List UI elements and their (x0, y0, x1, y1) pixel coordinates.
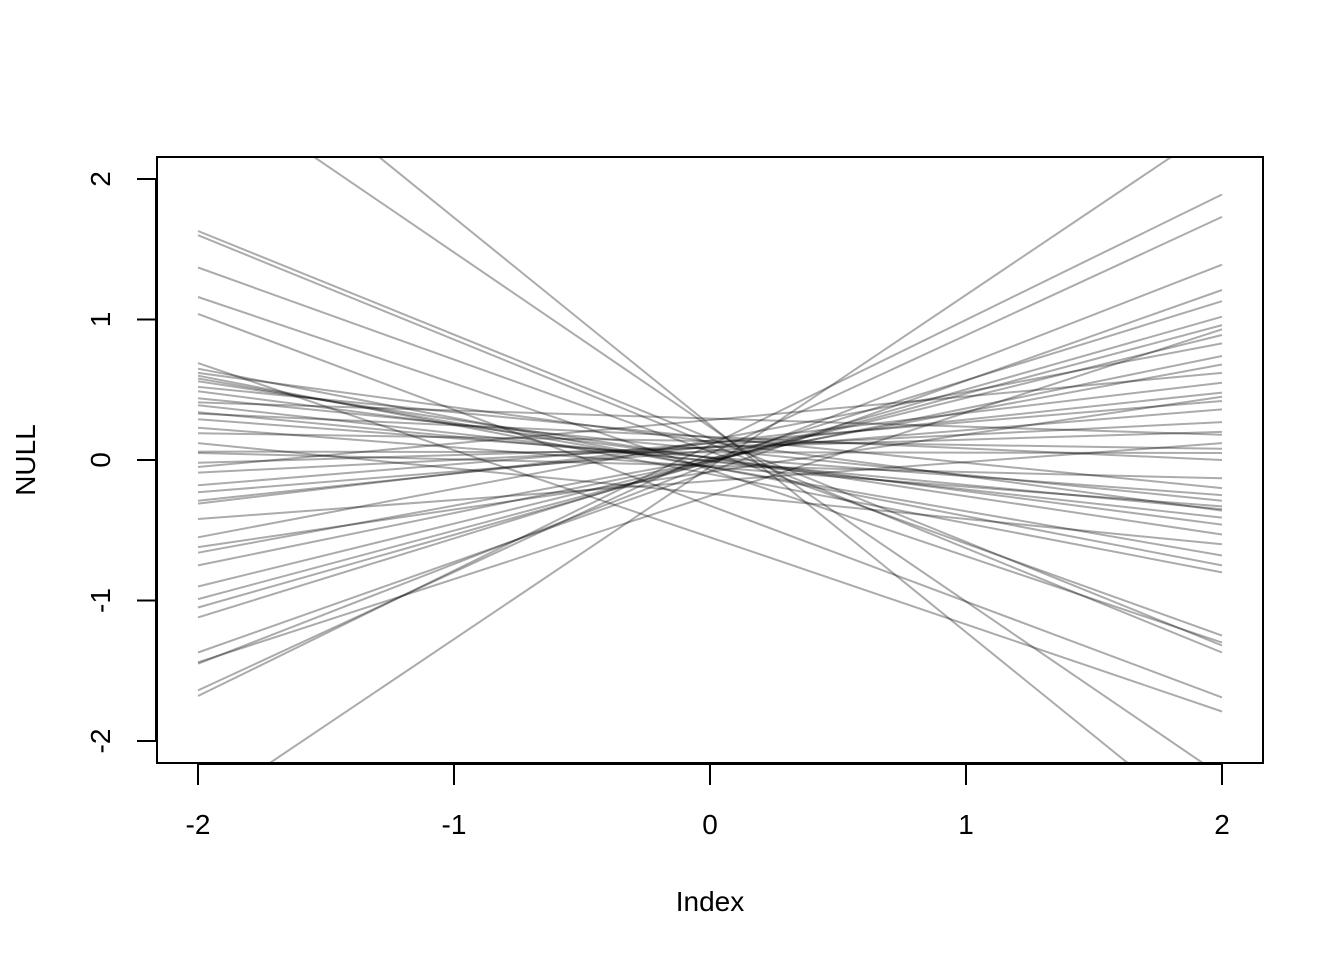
series-line-18 (197, 418, 1223, 497)
series-line-25 (197, 400, 1223, 487)
series-line-46 (197, 385, 1223, 490)
x-tick-label: 0 (702, 809, 718, 840)
series-lines-group (197, 157, 1223, 763)
series-line-45 (197, 371, 1223, 468)
x-axis-label: Index (676, 886, 745, 917)
series-line-8 (197, 362, 1223, 713)
series-line-23 (197, 430, 1223, 464)
series-line-30 (197, 363, 1223, 554)
y-tick-label: 0 (85, 452, 116, 468)
series-line-24 (197, 421, 1223, 474)
series-line-14 (197, 390, 1223, 526)
series-line-27 (197, 391, 1223, 502)
series-line-37 (197, 328, 1223, 664)
series-line-1 (377, 157, 1130, 763)
series-line-38 (197, 263, 1223, 665)
series-line-22 (197, 452, 1223, 480)
series-line-11 (197, 374, 1223, 574)
series-line-28 (197, 381, 1223, 505)
y-tick-label: 1 (85, 312, 116, 328)
series-line-2 (312, 157, 1205, 763)
series-line-36 (197, 289, 1223, 654)
series-line-29 (197, 395, 1223, 549)
series-line-40 (197, 193, 1223, 697)
x-axis: -2 -1 0 1 2 (186, 763, 1230, 840)
series-line-17 (197, 411, 1223, 511)
series-line-47 (197, 342, 1223, 539)
y-axis-label: NULL (10, 424, 41, 496)
series-line-4 (197, 234, 1223, 654)
x-tick-label: 1 (958, 809, 974, 840)
series-line-31 (197, 355, 1223, 567)
series-line-44 (197, 442, 1223, 546)
series-line-12 (197, 377, 1223, 557)
y-tick-label: -1 (85, 588, 116, 613)
series-line-41 (268, 157, 1173, 763)
series-line-9 (197, 367, 1223, 567)
series-line-34 (197, 315, 1223, 609)
series-line-35 (197, 300, 1223, 619)
series-line-13 (197, 380, 1223, 536)
x-tick-label: -2 (186, 809, 211, 840)
series-line-48 (197, 401, 1223, 436)
series-line-3 (197, 230, 1223, 647)
series-line-39 (197, 215, 1223, 692)
series-line-43 (197, 412, 1223, 461)
series-line-42 (197, 442, 1223, 520)
y-axis: -2 -1 0 1 2 (85, 171, 157, 753)
series-line-33 (197, 324, 1223, 601)
series-line-16 (197, 404, 1223, 519)
x-tick-label: -1 (442, 809, 467, 840)
x-tick-label: 2 (1214, 809, 1230, 840)
y-tick-label: 2 (85, 171, 116, 187)
series-line-21 (197, 450, 1223, 454)
y-tick-label: -2 (85, 729, 116, 754)
series-line-32 (197, 334, 1223, 588)
series-line-26 (197, 408, 1223, 494)
series-line-5 (197, 266, 1223, 637)
series-line-6 (197, 296, 1223, 644)
series-line-20 (197, 432, 1223, 450)
series-line-19 (197, 426, 1223, 508)
series-line-10 (197, 371, 1223, 512)
series-line-7 (197, 312, 1223, 699)
series-line-15 (197, 397, 1223, 502)
